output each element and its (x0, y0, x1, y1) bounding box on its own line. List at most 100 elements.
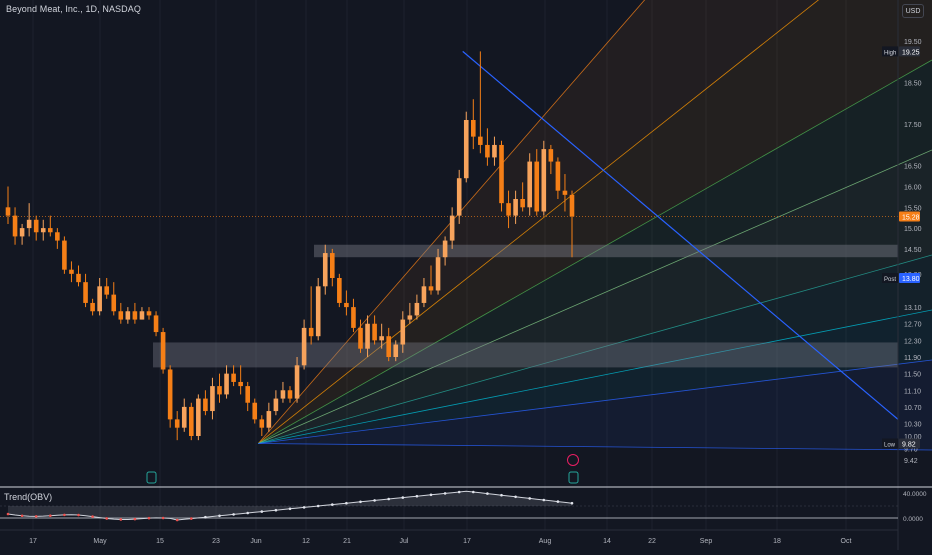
obv-dot (443, 492, 447, 495)
obv-dot (147, 516, 151, 520)
time-tick-label: 18 (773, 538, 781, 545)
candle-body (97, 286, 102, 312)
obv-dot (486, 492, 489, 495)
candle (26, 203, 32, 237)
candle (181, 398, 187, 432)
obv-dot (415, 494, 419, 498)
price-tick-label: 19.50 (904, 39, 922, 46)
obv-tick-label: 0.0000 (903, 516, 923, 523)
time-tick-label: Jun (250, 538, 261, 545)
candle-body (400, 319, 406, 345)
candle-body (83, 282, 88, 303)
candle-body (442, 240, 448, 258)
obv-dot (49, 514, 52, 518)
candle (62, 236, 67, 274)
candle-body (252, 402, 258, 420)
candle-body (541, 149, 547, 212)
candle (520, 182, 525, 212)
candle (407, 302, 413, 324)
candle (146, 307, 152, 320)
candle (308, 286, 314, 345)
candle (555, 157, 561, 199)
obv-dot (105, 517, 108, 520)
candle (337, 273, 342, 308)
price-tick-label: 11.90 (904, 355, 921, 362)
candle-body (5, 207, 11, 216)
candle-body (315, 286, 321, 337)
candle-body (203, 398, 208, 412)
price-label-bg (899, 211, 920, 222)
obv-dot (190, 517, 193, 520)
obv-dot (260, 510, 264, 513)
candle-body (139, 311, 145, 320)
candle (471, 99, 476, 150)
candle (189, 402, 194, 441)
fib-fan-line (258, 309, 932, 444)
price-tag-bg (882, 273, 898, 283)
candle (287, 386, 293, 403)
candle-body (428, 286, 434, 291)
candle-body (485, 144, 490, 158)
candle-body (12, 215, 18, 237)
obv-dot (316, 504, 320, 508)
fib-fan-line (258, 359, 932, 444)
obv-dot (246, 511, 249, 515)
price-tick-label: 10.00 (904, 434, 922, 441)
candle-body (414, 302, 420, 316)
obv-dot (34, 515, 38, 518)
candle (55, 228, 60, 249)
candle-body (280, 390, 286, 399)
candle (478, 51, 483, 154)
candle-body (471, 120, 476, 137)
candle-body (548, 149, 554, 162)
fib-fan-zone (258, 360, 932, 450)
candle-body (499, 144, 504, 204)
currency-button[interactable]: USD (902, 4, 924, 18)
candle (372, 315, 377, 345)
candle (217, 373, 222, 403)
candle (280, 381, 286, 403)
candle (315, 278, 321, 341)
candle (442, 236, 448, 266)
indicator-label[interactable]: Trend(OBV) (4, 492, 53, 502)
obv-dot (345, 501, 348, 505)
candle (513, 190, 518, 224)
candle-body (210, 386, 215, 412)
price-tick-label: 10.30 (904, 422, 922, 429)
candle (118, 302, 124, 324)
candle-body (224, 373, 229, 395)
candle (90, 298, 95, 316)
obv-dot (401, 496, 405, 499)
candle (224, 365, 229, 399)
time-tick-label: 21 (343, 538, 351, 545)
chart-title: Beyond Meat, Inc., 1D, NASDAQ (6, 4, 141, 14)
candle (203, 390, 208, 416)
obv-dot (218, 514, 221, 518)
candle-body (478, 136, 483, 145)
obv-dot (20, 514, 24, 518)
price-label-value: 19.25 (902, 49, 920, 56)
price-tick-label: 11.50 (904, 372, 921, 379)
price-tick-label: 9.42 (904, 458, 918, 465)
candle (69, 261, 74, 283)
obv-dot (331, 503, 334, 506)
candle-body (174, 419, 180, 428)
candle (541, 140, 547, 216)
time-tick-label: 17 (29, 538, 37, 545)
candle (48, 215, 53, 237)
candle (160, 327, 166, 374)
candle-body (520, 199, 525, 208)
candle-body (287, 390, 293, 399)
candle-body (407, 315, 413, 320)
time-tick-label: 12 (302, 538, 310, 545)
price-tick-label: 15.50 (904, 205, 922, 212)
candle (456, 169, 462, 224)
price-tick-label: 18.50 (904, 81, 922, 88)
candle (19, 223, 25, 245)
fib-fan-line (258, 443, 932, 451)
candle (499, 140, 504, 212)
candle-body (513, 199, 518, 216)
price-tag-name: High (884, 50, 896, 56)
